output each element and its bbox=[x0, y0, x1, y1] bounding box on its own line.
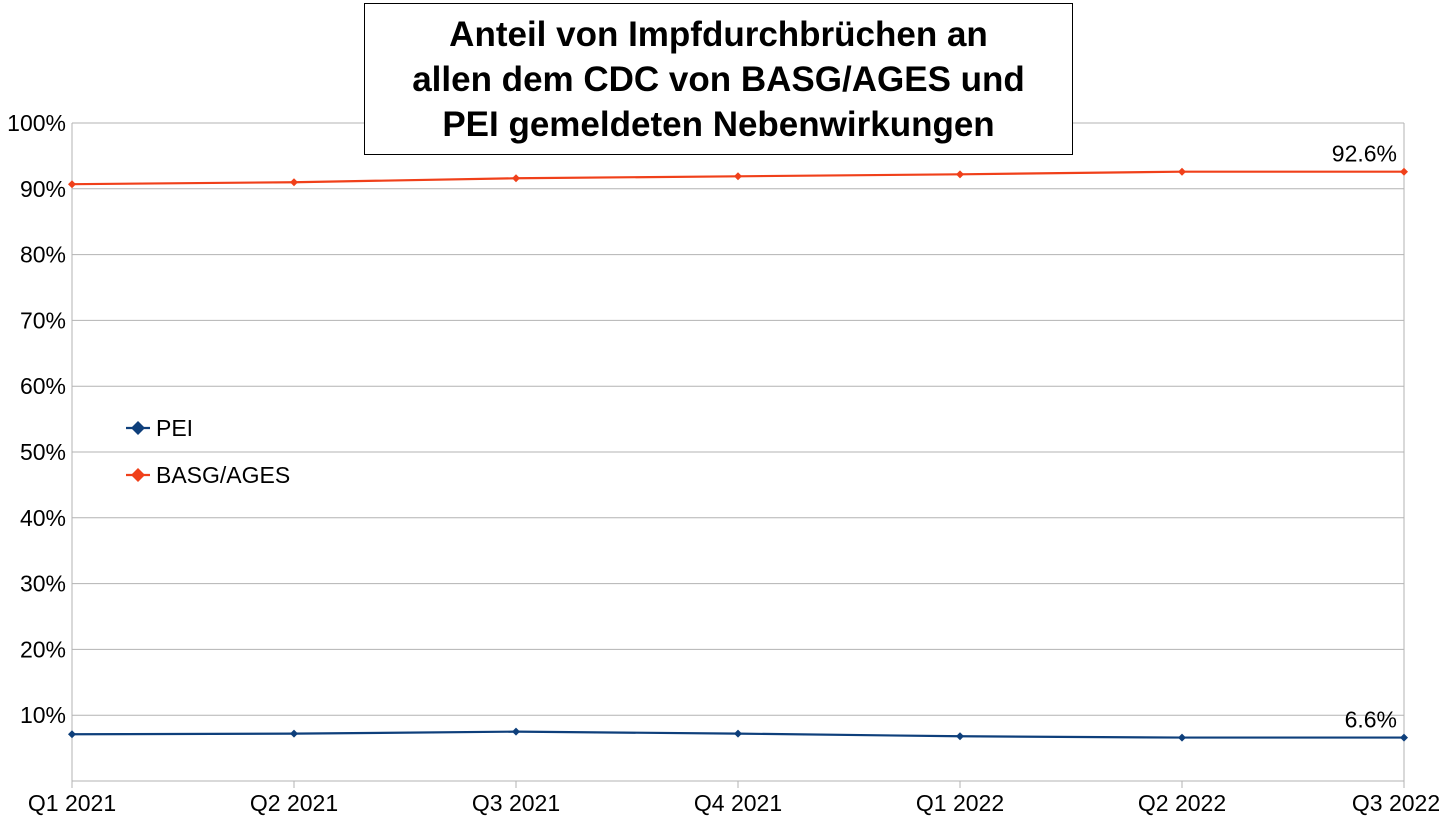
axes bbox=[71, 123, 1405, 788]
chart-title: Anteil von Impfdurchbrüchen an allen dem… bbox=[364, 3, 1073, 155]
legend-marker bbox=[131, 468, 145, 482]
data-point bbox=[290, 178, 298, 187]
y-tick-label: 20% bbox=[20, 636, 66, 662]
x-tick-label: Q3 2021 bbox=[472, 790, 560, 816]
y-tick-label: 100% bbox=[7, 110, 66, 136]
legend-marker bbox=[131, 421, 145, 435]
x-tick-label: Q2 2021 bbox=[250, 790, 338, 816]
grid-lines bbox=[72, 122, 1405, 781]
y-tick-label: 10% bbox=[20, 702, 66, 728]
data-point bbox=[734, 172, 742, 181]
y-tick-label: 50% bbox=[20, 439, 66, 465]
data-point bbox=[1400, 733, 1408, 742]
data-label: 6.6% bbox=[1345, 707, 1397, 733]
y-tick-label: 90% bbox=[20, 176, 66, 202]
data-label: 92.6% bbox=[1332, 141, 1397, 167]
chart-title-line-3: PEI gemeldeten Nebenwirkungen bbox=[442, 104, 995, 144]
x-tick-label: Q4 2021 bbox=[694, 790, 782, 816]
data-point bbox=[1178, 733, 1186, 742]
legend-label: PEI bbox=[156, 415, 193, 441]
y-tick-label: 30% bbox=[20, 571, 66, 597]
legend: PEI BASG/AGES bbox=[126, 415, 290, 488]
y-tick-label: 60% bbox=[20, 373, 66, 399]
x-tick-label: Q3 2022 bbox=[1352, 790, 1440, 816]
series-lines bbox=[68, 167, 1408, 742]
data-point bbox=[734, 729, 742, 738]
data-point bbox=[956, 170, 964, 179]
chart-title-line-2: allen dem CDC von BASG/AGES und bbox=[412, 59, 1025, 99]
x-tick-label: Q1 2021 bbox=[28, 790, 116, 816]
data-point bbox=[68, 730, 76, 739]
y-axis-tick-labels: 10% 20% 30% 40% 50% 60% 70% 80% 90% 100% bbox=[7, 110, 66, 728]
x-axis-tick-labels: Q1 2021 Q2 2021 Q3 2021 Q4 2021 Q1 2022 Q2 20… bbox=[28, 790, 1440, 816]
y-tick-label: 80% bbox=[20, 242, 66, 268]
y-tick-label: 70% bbox=[20, 307, 66, 333]
chart-title-line-1: Anteil von Impfdurchbrüchen an bbox=[449, 14, 988, 54]
x-tick-label: Q2 2022 bbox=[1138, 790, 1226, 816]
x-tick-label: Q1 2022 bbox=[916, 790, 1004, 816]
data-labels: 6.6% 92.6% bbox=[1332, 141, 1397, 733]
data-point bbox=[290, 729, 298, 738]
data-point bbox=[956, 732, 964, 741]
data-point bbox=[68, 180, 76, 189]
data-point bbox=[1178, 167, 1186, 176]
y-tick-label: 40% bbox=[20, 505, 66, 531]
data-point bbox=[512, 727, 520, 736]
data-point bbox=[1400, 167, 1408, 176]
legend-label: BASG/AGES bbox=[156, 462, 290, 488]
data-point bbox=[512, 174, 520, 183]
